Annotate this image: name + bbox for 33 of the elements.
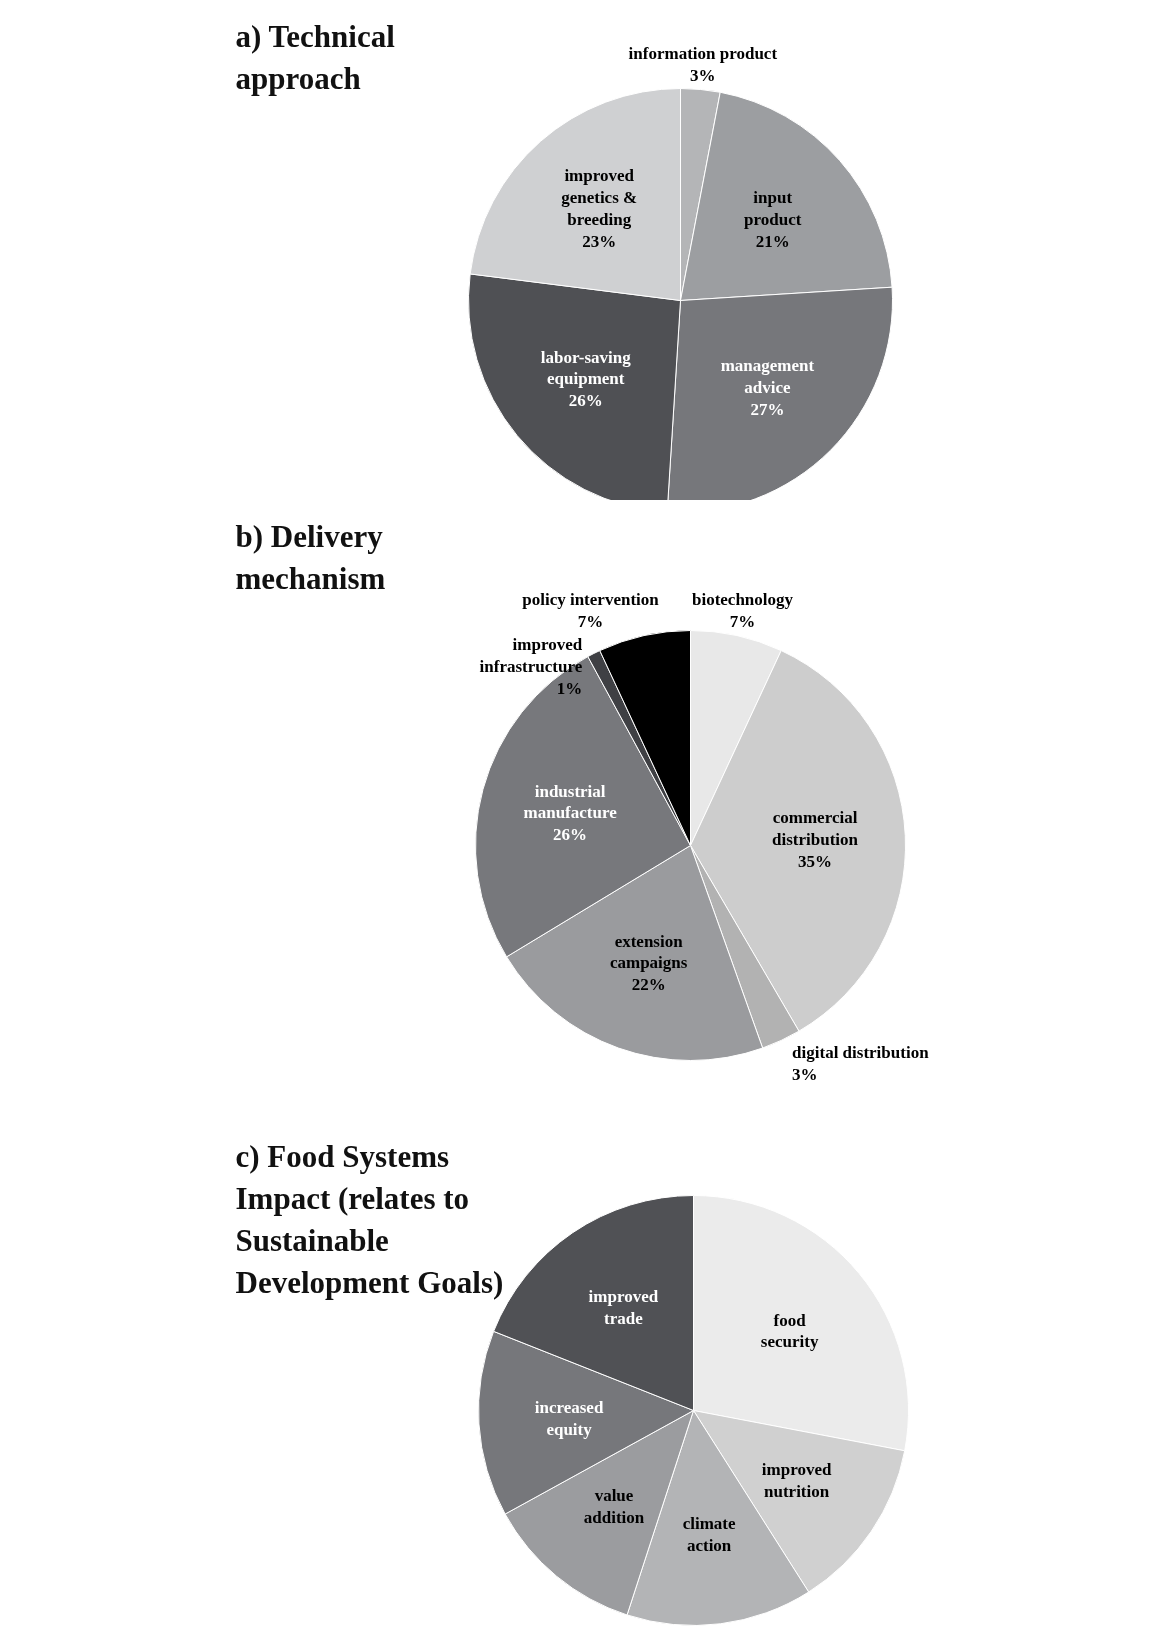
slice-label: policy intervention: [522, 589, 660, 609]
chart-title: a) Technical approach: [235, 18, 396, 96]
data-label: 3%: [690, 65, 716, 85]
data-label: 7%: [729, 611, 756, 631]
data-label: 26%: [553, 825, 588, 845]
data-label: 21%: [755, 231, 790, 251]
slice-label: value addition: [583, 1486, 645, 1528]
slice-label: extension campaigns: [609, 931, 688, 973]
slice-label: improved trade: [588, 1286, 659, 1328]
slice-label: information product: [628, 43, 778, 63]
chart-title: b) Delivery mechanism: [235, 518, 386, 596]
data-label: 23%: [582, 231, 617, 251]
slice-label: improved infrastructure: [479, 635, 583, 676]
data-label: 26%: [568, 391, 603, 411]
slice-label: industrial manufacture: [523, 781, 618, 823]
slice-label: digital distribution: [792, 1043, 930, 1063]
slice-label: commercial distribution: [772, 808, 859, 850]
data-label: 27%: [750, 399, 785, 419]
data-label: 35%: [798, 852, 833, 872]
slice-label: management advice: [720, 356, 815, 397]
data-label: 7%: [577, 611, 604, 631]
data-label: 3%: [792, 1065, 818, 1085]
slice-label: increased equity: [534, 1397, 604, 1439]
slice-label: climate action: [682, 1513, 737, 1555]
slice-label: labor-saving equipment: [540, 347, 632, 389]
slice-label: improved nutrition: [761, 1460, 832, 1502]
slice-label: food security: [760, 1310, 819, 1352]
slice-label: improved genetics & breeding: [561, 165, 638, 229]
data-label: 22%: [631, 975, 666, 995]
data-label: 1%: [556, 678, 583, 698]
chart-title: c) Food Systems Impact (relates to Sustainable Development Goals): [235, 1138, 504, 1300]
slice-label: input product: [744, 187, 802, 229]
slice-label: biotechnology: [691, 589, 794, 609]
